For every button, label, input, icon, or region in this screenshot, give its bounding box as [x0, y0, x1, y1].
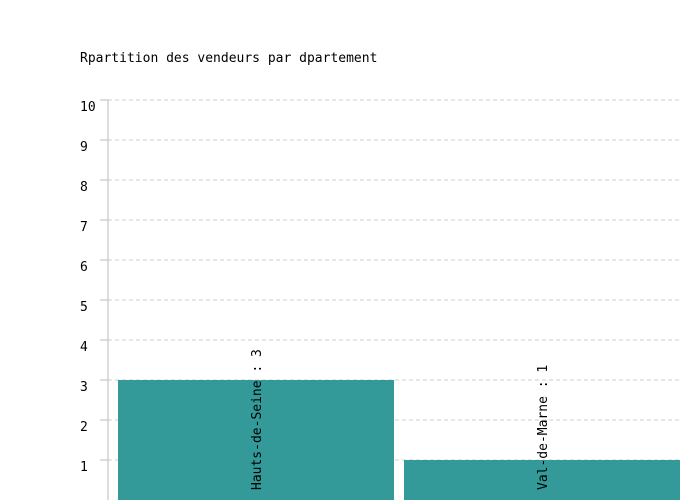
bar [404, 460, 680, 500]
value-label: Hauts-de-Seine : 3 [250, 349, 265, 490]
y-tick-label: 4 [80, 340, 88, 355]
y-tick-label: 1 [80, 460, 88, 475]
y-tick-label: 9 [80, 140, 88, 155]
y-tick-label: 5 [80, 300, 88, 315]
y-tick-label: 3 [80, 380, 88, 395]
y-tick-label: 6 [80, 260, 88, 275]
y-tick-label: 10 [80, 100, 96, 115]
y-tick-label: 8 [80, 180, 88, 195]
bar [118, 380, 394, 500]
value-label: Val-de-Marne : 1 [536, 365, 551, 490]
chart-title: Rpartition des vendeurs par dpartement [80, 51, 377, 66]
y-tick-label: 7 [80, 220, 88, 235]
y-tick-label: 2 [80, 420, 88, 435]
